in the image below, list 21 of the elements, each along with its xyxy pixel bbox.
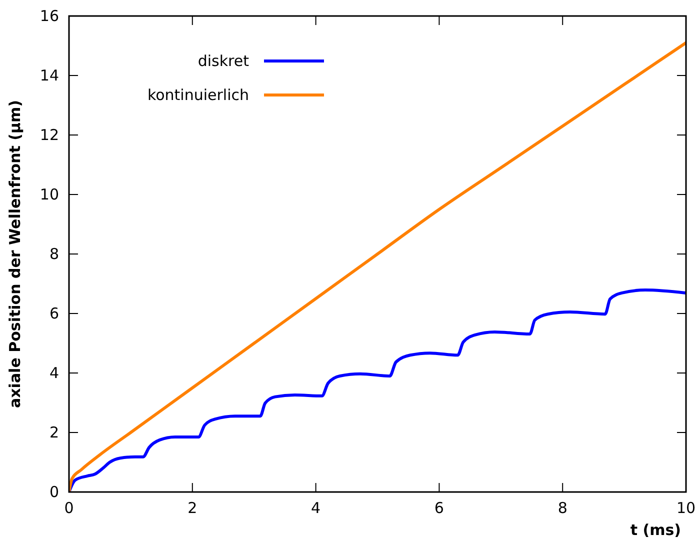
- y-tick-label: 16: [40, 7, 59, 25]
- x-axis-title: t (ms): [630, 521, 681, 539]
- y-tick-label: 10: [40, 186, 59, 204]
- x-tick-label: 2: [188, 499, 198, 517]
- x-tick-label: 6: [434, 499, 444, 517]
- y-tick-label: 4: [49, 364, 59, 382]
- x-tick-label: 8: [558, 499, 568, 517]
- x-tick-label: 4: [311, 499, 321, 517]
- legend-label: diskret: [198, 52, 250, 70]
- y-tick-label: 6: [49, 304, 59, 322]
- x-tick-label: 0: [64, 499, 74, 517]
- line-series: [69, 41, 686, 492]
- line-series: [69, 288, 686, 492]
- y-tick-label: 0: [49, 483, 59, 501]
- y-tick-label: 2: [49, 424, 59, 442]
- y-axis-title: axiale Position der Wellenfront (µm): [6, 100, 24, 408]
- y-tick-label: 14: [40, 66, 59, 84]
- legend-label: kontinuierlich: [147, 86, 249, 104]
- x-tick-label: 10: [676, 499, 696, 517]
- y-tick-label: 8: [49, 245, 59, 263]
- y-tick-label: 12: [40, 126, 59, 144]
